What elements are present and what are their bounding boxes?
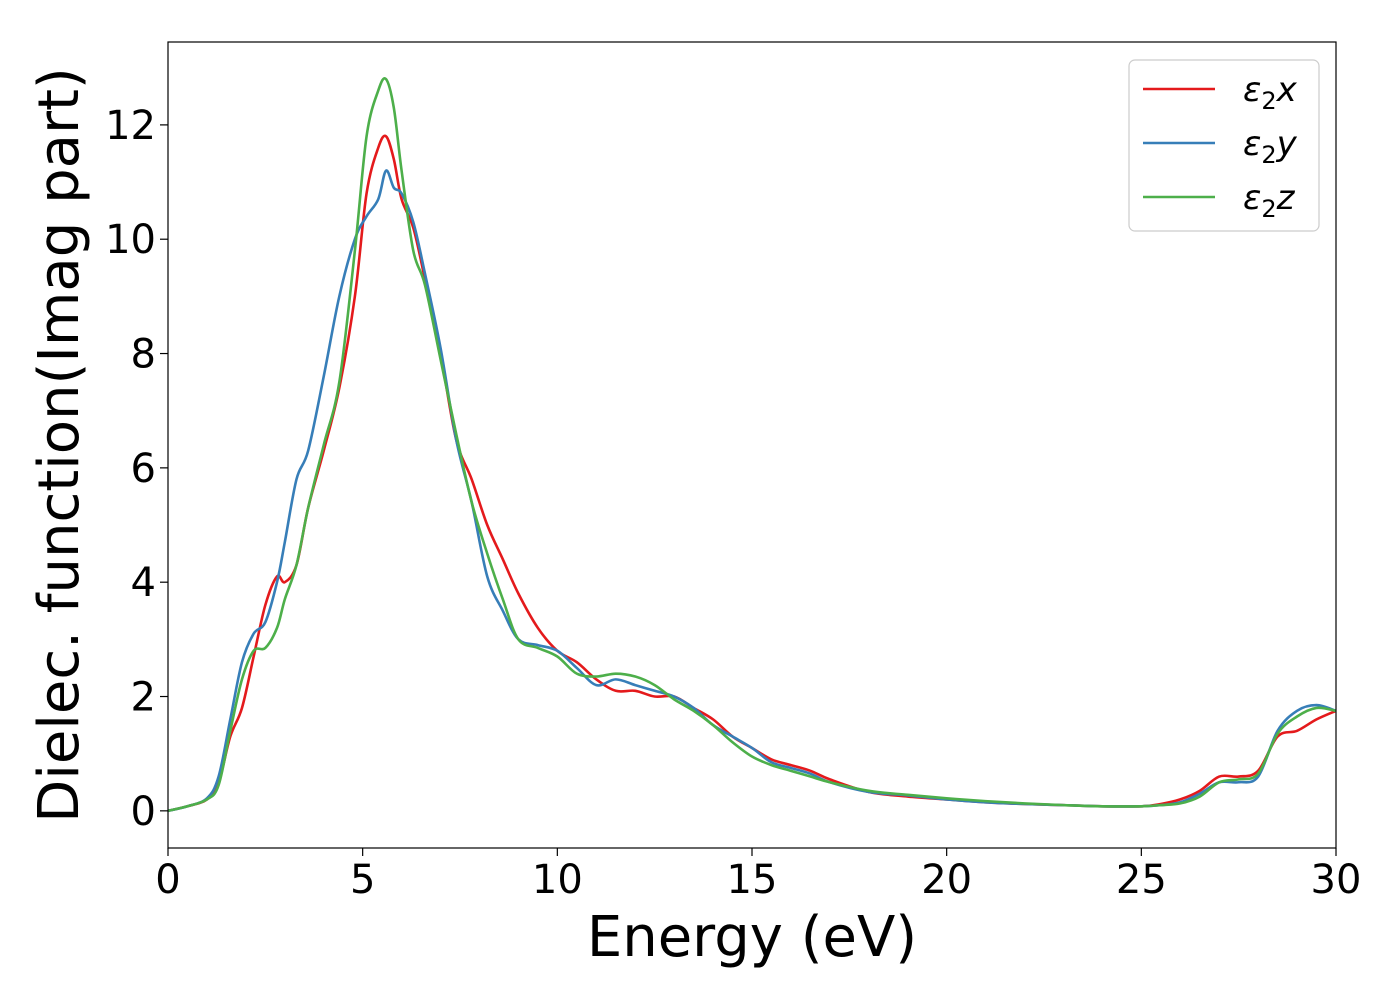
y-axis: 0 2 4 6 8 10 12 xyxy=(105,103,168,835)
y-tick-label: 12 xyxy=(105,103,156,149)
y-tick-label: 8 xyxy=(131,332,156,378)
legend-box xyxy=(1128,59,1320,232)
y-tick-label: 6 xyxy=(131,446,156,492)
legend-label-sub: 2 xyxy=(1261,87,1276,115)
x-tick-label: 20 xyxy=(921,857,972,903)
y-tick-label: 2 xyxy=(131,675,156,721)
y-tick-label: 4 xyxy=(131,560,156,606)
x-axis-title: Energy (eV) xyxy=(587,905,917,970)
legend-label-sub: 2 xyxy=(1261,195,1276,223)
legend-label-base: ε xyxy=(1243,70,1261,110)
x-tick-label: 25 xyxy=(1116,857,1167,903)
legend-label-sub: 2 xyxy=(1261,141,1276,169)
legend-label-base: ε xyxy=(1243,124,1261,164)
legend-label-base: ε xyxy=(1243,178,1261,218)
series-line-z xyxy=(168,77,1336,813)
x-tick-label: 10 xyxy=(532,857,583,903)
legend-label-suffix: x xyxy=(1276,70,1298,110)
y-axis-title: Dielec. function(Imag part) xyxy=(27,67,92,823)
legend-label-suffix: z xyxy=(1276,178,1296,218)
legend-label-suffix: y xyxy=(1276,124,1298,164)
legend-label-x: ε2x xyxy=(1243,70,1298,115)
legend-label-y: ε2y xyxy=(1243,124,1298,169)
x-axis: 0 5 10 15 20 25 30 xyxy=(155,848,1361,903)
y-tick-label: 0 xyxy=(131,789,156,835)
x-tick-label: 30 xyxy=(1311,857,1362,903)
x-tick-label: 15 xyxy=(727,857,778,903)
legend-label-z: ε2z xyxy=(1243,178,1296,223)
y-tick-label: 10 xyxy=(105,217,156,263)
x-tick-label: 0 xyxy=(155,857,180,903)
x-tick-label: 5 xyxy=(350,857,375,903)
series-layer xyxy=(168,77,1336,813)
